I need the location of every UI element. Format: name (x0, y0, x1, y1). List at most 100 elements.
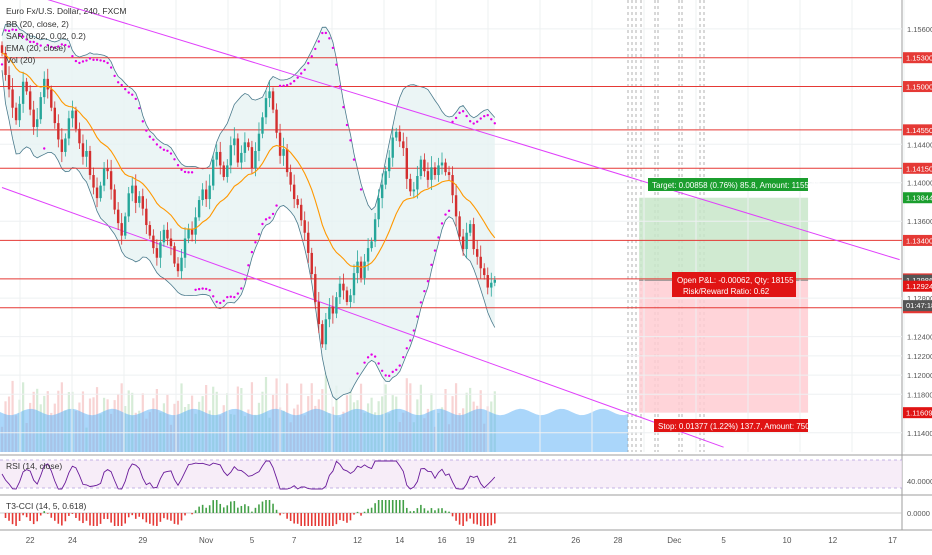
candle-body (226, 165, 229, 177)
candle-body (106, 168, 109, 172)
sar-dot (412, 329, 416, 332)
candle-body (43, 78, 46, 98)
candle-body (109, 171, 113, 190)
candle-body (247, 142, 250, 148)
countdown-badge (903, 300, 932, 312)
price-badge[interactable] (903, 192, 932, 204)
sar-dot (419, 301, 423, 304)
candle-body (215, 151, 218, 160)
candle-body (148, 225, 152, 236)
level-badge[interactable] (903, 81, 932, 93)
candle-body (271, 91, 275, 110)
price-badge[interactable] (903, 280, 932, 292)
time-label: 17 (888, 536, 897, 545)
candle-body (155, 248, 159, 258)
candle-body (384, 171, 387, 185)
candle-body (307, 232, 310, 253)
sar-dot (476, 120, 479, 123)
sar-dot (194, 288, 197, 291)
cci-tick: 0.0000 (907, 509, 930, 518)
level-badge[interactable] (903, 124, 932, 136)
candle-body (99, 185, 102, 199)
candle-body (152, 235, 155, 249)
sar-dot (243, 277, 247, 281)
time-label: 28 (614, 536, 623, 545)
sar-dot (180, 168, 183, 171)
time-label: 29 (138, 536, 147, 545)
sar-dot (60, 43, 64, 46)
candle-body (342, 283, 345, 291)
price-axis[interactable]: 1.15600 1.14400 1.14000 1.13600 1.12800 1.124… (903, 25, 932, 438)
time-label: 19 (466, 536, 475, 545)
candle-body (440, 162, 444, 166)
indicator-legend: Euro Fx/U.S. Dollar, 240, FXCM BB (20, c… (6, 6, 126, 511)
candle-body (208, 185, 211, 200)
candle-body (7, 75, 11, 90)
level-badge[interactable] (903, 234, 932, 246)
sar-dot (328, 37, 331, 40)
sar-dot (384, 374, 387, 377)
price-badge[interactable] (903, 407, 932, 419)
legend-bb: BB (20, close, 2) (6, 19, 69, 29)
time-axis[interactable]: 22 24 29 Nov 5 7 12 14 16 19 21 26 28 Dec 5 10 12 17 (26, 536, 898, 545)
sar-dot (398, 364, 401, 367)
sar-dot (32, 40, 35, 44)
sar-dot (120, 83, 123, 87)
sar-dot (113, 74, 116, 78)
trade-labels[interactable]: Target: 0.00858 (0.76%) 85.8, Amount: 11… (648, 178, 821, 432)
channel-line[interactable] (2, 0, 900, 261)
price-tick: 1.12800 (907, 294, 932, 303)
level-badge[interactable] (903, 52, 932, 64)
sar-dot (18, 34, 21, 37)
sar-dot (402, 355, 405, 359)
price-badge[interactable] (903, 274, 932, 286)
candle-body (402, 141, 405, 149)
price-tick: 1.13600 (907, 217, 932, 226)
sar-dot (57, 45, 60, 48)
sar-dot (486, 114, 489, 117)
sar-dot (451, 120, 454, 124)
sar-dot (377, 362, 380, 365)
sar-dot (183, 170, 187, 174)
sar-dot (124, 87, 127, 91)
sar-dot (352, 158, 356, 161)
candle-body (131, 185, 134, 194)
rr-label: Risk/Reward Ratio: 0.62 (683, 287, 770, 296)
sar-dot (201, 287, 204, 290)
candle-body (423, 159, 426, 172)
sar-dot (331, 46, 335, 50)
sar-dot (409, 339, 412, 342)
sar-dot (465, 114, 468, 118)
target-label: Target: 0.00858 (0.76%) 85.8, Amount: 11… (652, 181, 821, 190)
sar-dot (81, 60, 85, 63)
sar-dot (461, 110, 465, 113)
sar-dot (162, 148, 166, 151)
sar-dot (102, 59, 106, 63)
candle-body (398, 131, 401, 142)
price-tick: 1.14000 (907, 179, 932, 188)
candle-body (377, 198, 380, 220)
sar-dot (204, 287, 208, 291)
candle-body (461, 236, 465, 250)
sar-dot (116, 81, 120, 84)
time-label: Dec (667, 536, 681, 545)
loss-zone (639, 280, 809, 413)
sar-dot (370, 353, 373, 356)
candle-body (451, 175, 454, 196)
candle-body (335, 297, 338, 314)
sar-dot (257, 233, 261, 236)
price-tick: 1.12000 (907, 371, 932, 380)
sar-dot (106, 61, 109, 65)
candle-body (359, 261, 363, 278)
pnl-label: Open P&L: -0.00062, Qty: 18155 (677, 276, 794, 285)
sar-dot (345, 123, 349, 127)
sar-dot (74, 59, 78, 63)
sar-dot (405, 347, 408, 350)
sar-dot (483, 114, 486, 118)
sar-dot (155, 143, 159, 146)
sar-dot (233, 295, 236, 299)
level-badge[interactable] (903, 162, 932, 174)
time-label: 26 (571, 536, 580, 545)
